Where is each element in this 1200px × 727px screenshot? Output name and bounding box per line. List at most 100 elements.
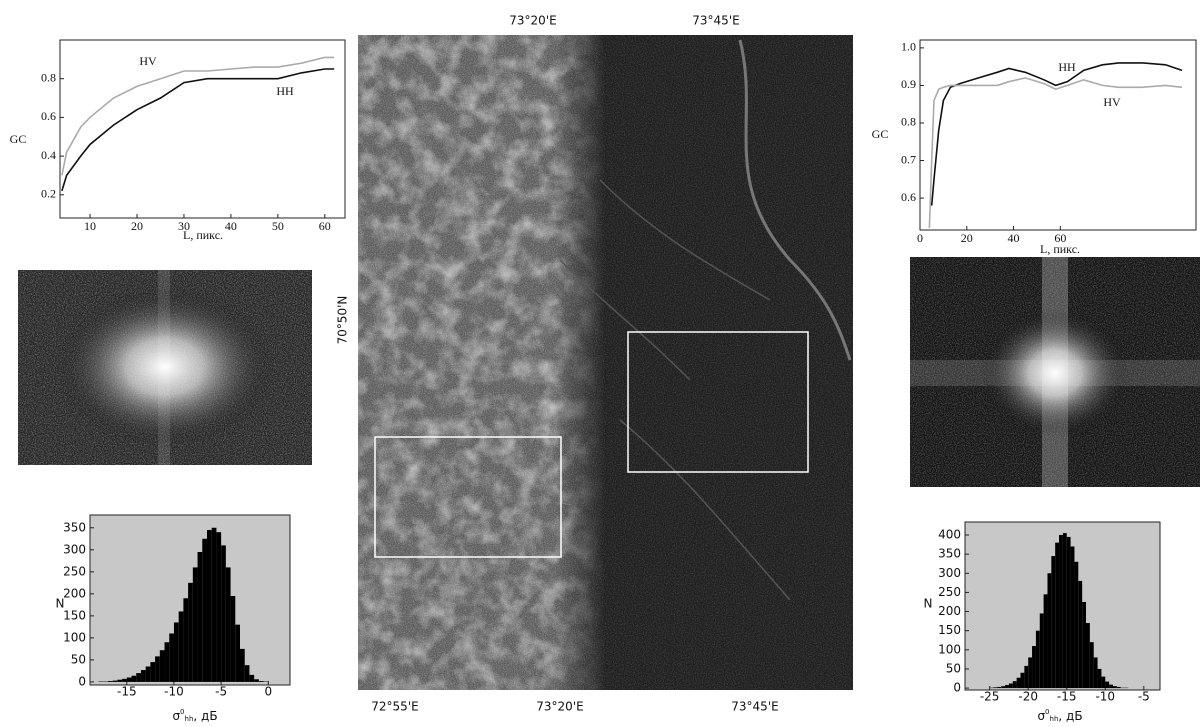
- x-axis-label: σ0hh, дБ: [172, 708, 217, 723]
- x-axis-label-unit: , дБ: [193, 709, 217, 723]
- histogram-bar: [1094, 657, 1098, 688]
- map-bottom-label: 73°45'E: [731, 700, 778, 714]
- x-axis-label: σ0hh, дБ: [1037, 708, 1082, 723]
- histogram-bar: [1009, 683, 1013, 688]
- y-tick-label: 0.9: [901, 77, 916, 91]
- histogram-bar: [221, 545, 226, 682]
- x-axis-label: L, пикс.: [183, 228, 223, 242]
- sar-image: [358, 35, 853, 690]
- histogram-bar: [1024, 666, 1028, 688]
- x-tick-label: 50: [272, 219, 284, 233]
- histogram-bar: [1071, 546, 1075, 688]
- y-axis-label: GC: [10, 132, 27, 146]
- histogram-bar: [146, 667, 151, 682]
- x-tick-label: -10: [164, 685, 184, 699]
- histogram-bar: [1040, 613, 1044, 688]
- x-axis-label-unit: , дБ: [1058, 709, 1082, 723]
- x-tick-label: 40: [1008, 231, 1020, 245]
- map-bottom-label: 72°55'E: [371, 700, 418, 714]
- x-tick-label: 10: [84, 219, 96, 233]
- map-left-label: 70°50'N: [336, 296, 350, 345]
- y-tick-label: 1.0: [901, 40, 916, 54]
- histogram-bar: [1036, 631, 1040, 688]
- y-tick-label: 0.4: [41, 148, 56, 162]
- histogram-bar: [1055, 543, 1059, 688]
- histogram-bar: [216, 532, 221, 682]
- x-tick-label: 0: [264, 685, 272, 699]
- y-tick-label: 0.8: [901, 115, 916, 129]
- y-tick-label: 50: [71, 652, 86, 666]
- chart: 050100150200250300350400-25-20-15-10-5Nσ…: [924, 522, 1160, 723]
- y-axis-label: N: [924, 597, 933, 611]
- histogram-bar: [1067, 537, 1071, 688]
- histogram-bar: [1059, 535, 1063, 688]
- y-tick-label: 150: [63, 608, 86, 622]
- histogram-bar: [240, 649, 245, 682]
- x-tick-label: 40: [225, 219, 237, 233]
- y-tick-label: 350: [63, 520, 86, 534]
- histogram-bar: [1028, 657, 1032, 688]
- histogram-bar: [1113, 686, 1117, 688]
- histogram-bar: [1032, 646, 1036, 688]
- histogram-bar: [155, 656, 160, 682]
- histogram-bar: [160, 650, 165, 682]
- histogram-bar: [113, 681, 118, 682]
- histogram-bar: [165, 642, 170, 682]
- y-tick-label: 0.6: [41, 109, 56, 123]
- histogram-bar: [254, 679, 259, 682]
- histogram-bar: [117, 680, 122, 682]
- histogram-bar: [994, 687, 998, 688]
- histogram-bar: [231, 596, 236, 682]
- map-bottom-label: 73°20'E: [536, 700, 583, 714]
- x-tick-label: -10: [1095, 690, 1115, 704]
- x-tick-label: -5: [215, 685, 227, 699]
- histogram-bar: [1063, 533, 1067, 688]
- histogram-bar: [174, 622, 179, 681]
- histogram-bar: [1074, 562, 1078, 688]
- x-axis-label-sub: hh: [185, 715, 194, 723]
- histogram-bar: [1001, 686, 1005, 688]
- histogram-bar: [132, 676, 137, 682]
- x-tick-label: 20: [131, 219, 143, 233]
- histogram-bar: [245, 665, 250, 682]
- x-tick-label: -5: [1138, 690, 1150, 704]
- histogram-bar: [127, 678, 132, 682]
- histogram-bar: [1013, 681, 1017, 688]
- y-tick-label: 250: [63, 564, 86, 578]
- histogram-bar: [1086, 623, 1090, 688]
- histogram-bar: [1105, 682, 1109, 689]
- y-axis-label: GC: [872, 127, 889, 141]
- y-tick-label: 0.8: [41, 70, 56, 84]
- histogram-bar: [1047, 573, 1051, 688]
- x-tick-label: 60: [319, 219, 331, 233]
- y-axis-label: N: [56, 597, 65, 611]
- histogram-bar: [1078, 581, 1082, 688]
- y-tick-label: 150: [938, 623, 961, 637]
- histogram-bar: [202, 539, 207, 682]
- series-label: HH: [276, 84, 294, 98]
- histogram-bar: [122, 679, 127, 682]
- y-tick-label: 200: [63, 586, 86, 600]
- map-top-label: 73°45'E: [692, 14, 739, 28]
- histogram-bar: [259, 681, 264, 682]
- histogram-bar: [997, 687, 1001, 688]
- histogram-bar: [207, 530, 212, 682]
- histogram-bar: [1082, 602, 1086, 688]
- histogram-bar: [188, 583, 193, 682]
- x-axis-label: L, пикс.: [1040, 242, 1080, 256]
- histogram-bar: [1044, 594, 1048, 688]
- y-tick-label: 0.2: [41, 187, 56, 201]
- x-tick-label: -25: [980, 690, 1000, 704]
- spectrum-image: [910, 257, 1200, 487]
- map-top-label: 73°20'E: [509, 14, 556, 28]
- y-tick-label: 100: [63, 630, 86, 644]
- y-tick-label: 0.6: [901, 190, 916, 204]
- histogram-bar: [1109, 685, 1113, 688]
- figure: 73°20'E 73°45'E 72°55'E 73°20'E 73°45'E …: [0, 0, 1200, 727]
- x-tick-label: -20: [1018, 690, 1038, 704]
- y-tick-label: 100: [938, 642, 961, 656]
- y-tick-label: 300: [938, 566, 961, 580]
- y-tick-label: 0: [953, 681, 961, 695]
- histogram-bar: [198, 552, 203, 682]
